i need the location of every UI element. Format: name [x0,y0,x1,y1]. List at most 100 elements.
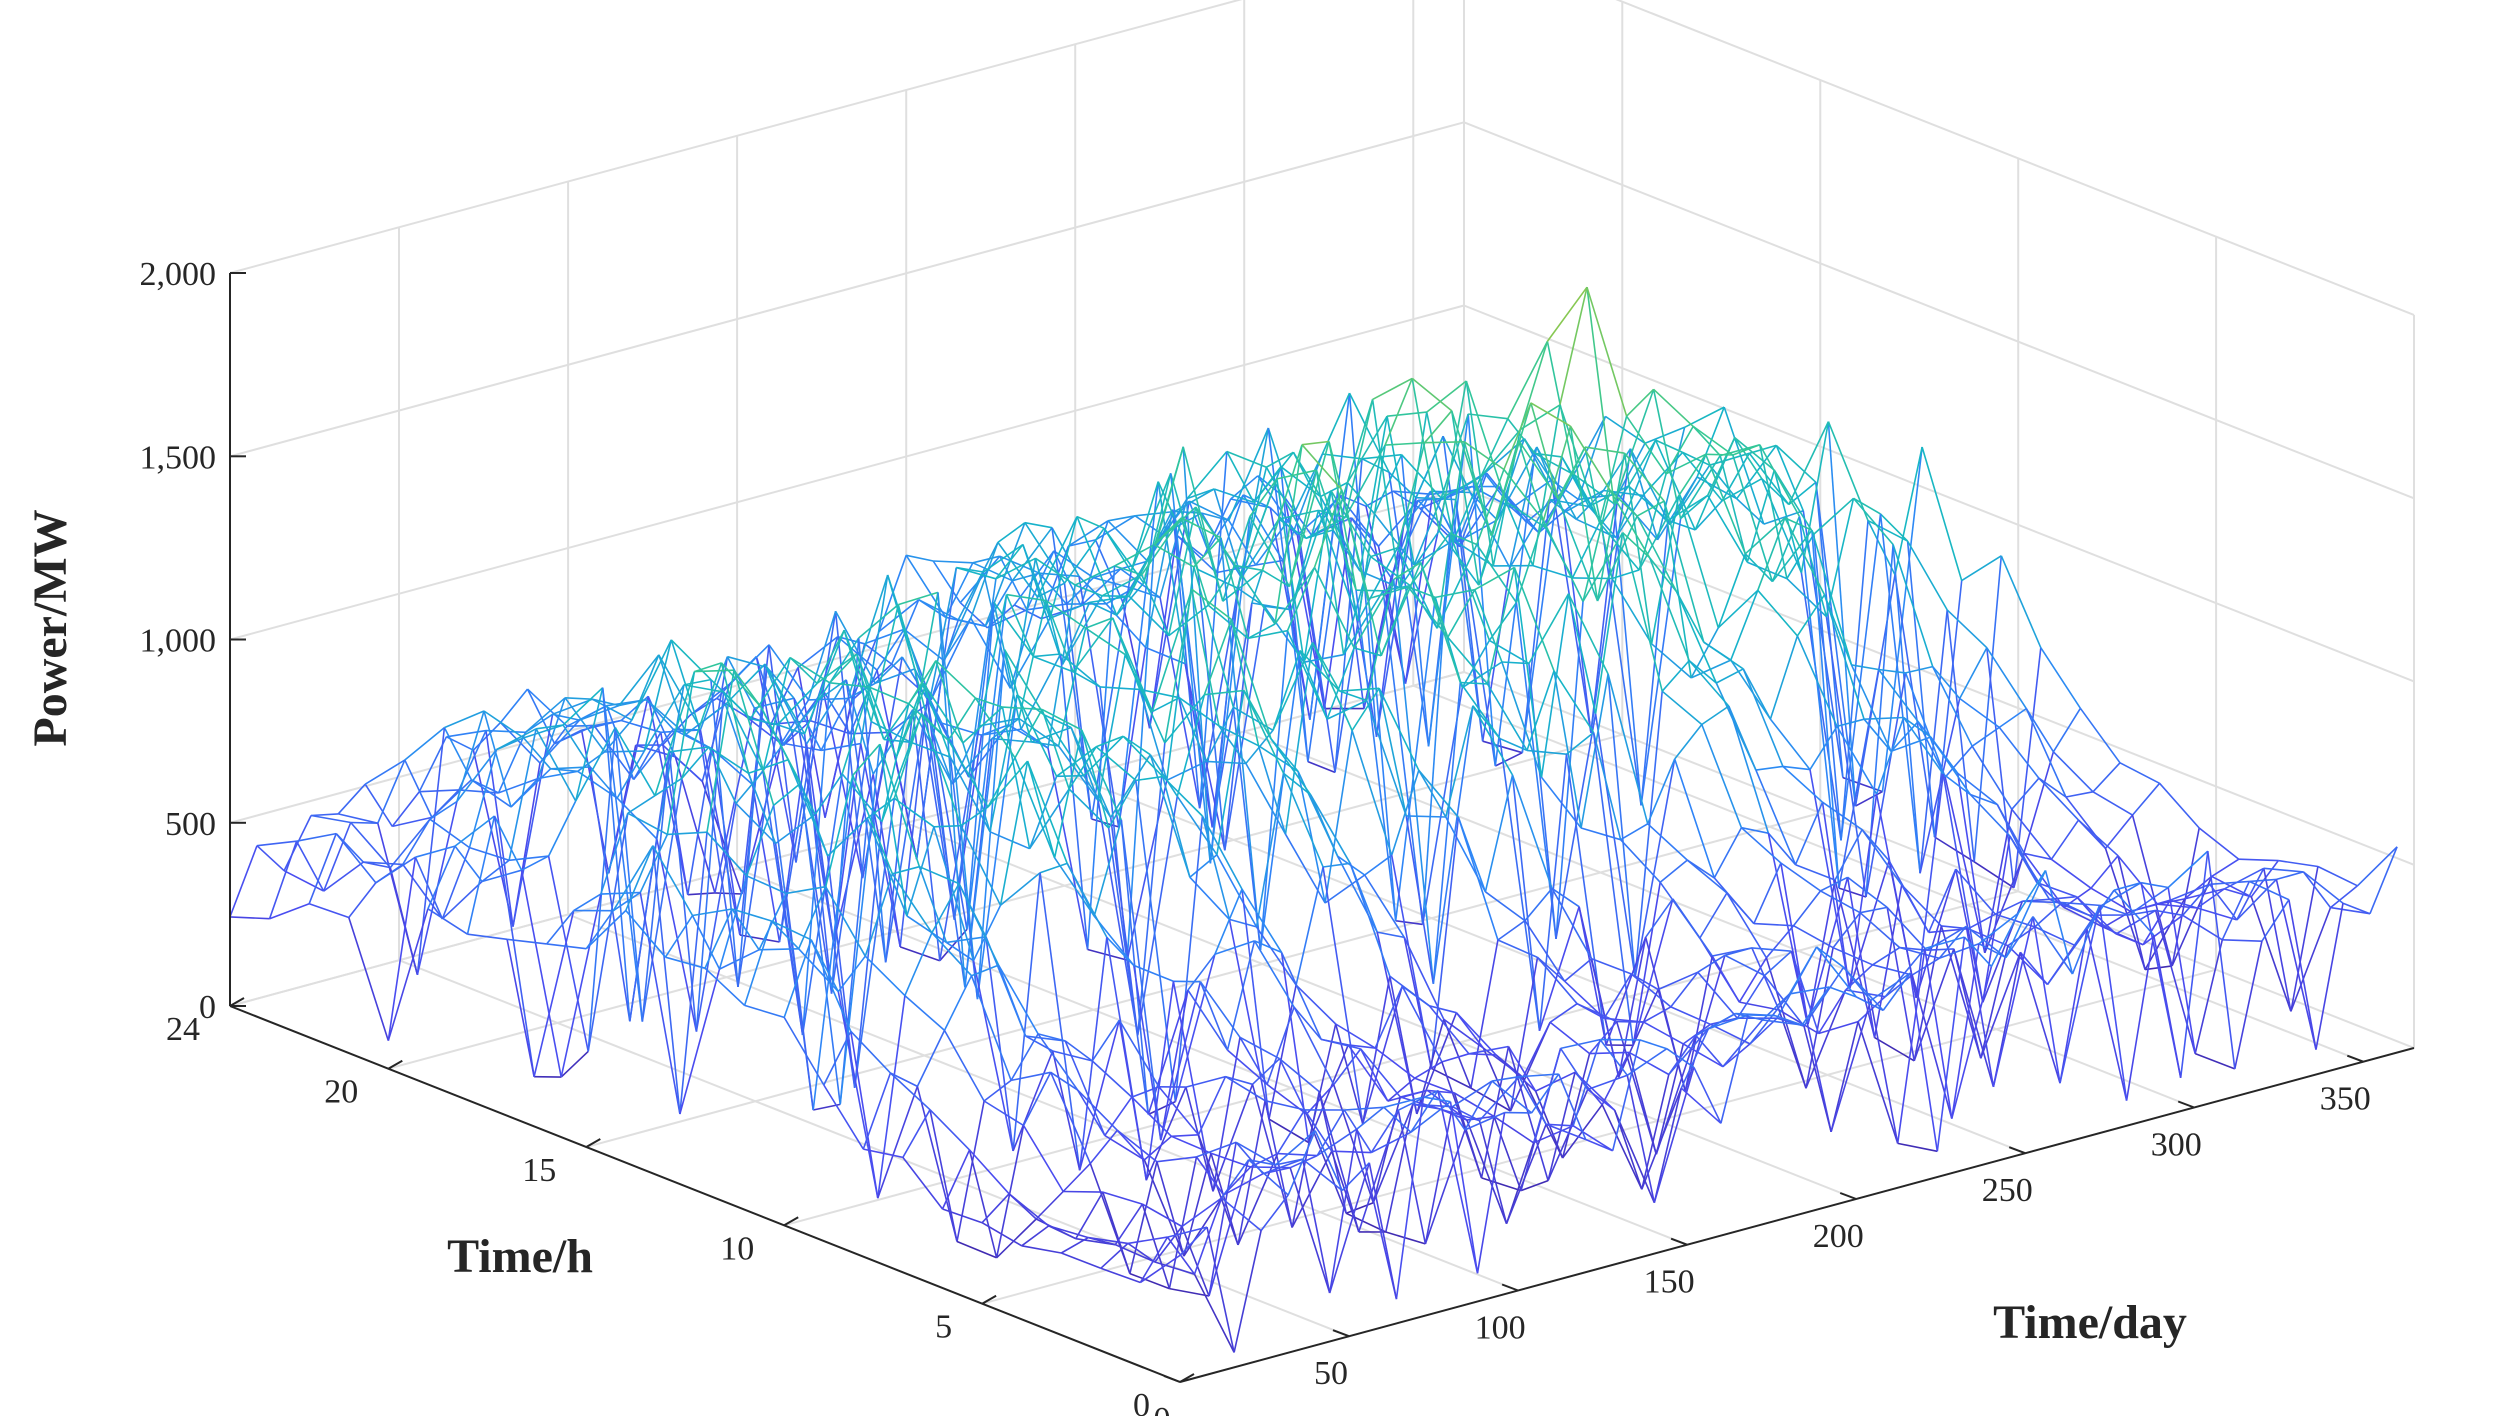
mesh-segment [930,617,972,701]
mesh-segment [1796,594,1826,637]
mesh-segment [1805,947,1834,1089]
mesh-segment [1755,769,1797,866]
mesh-segment [1180,517,1222,539]
mesh-segment [1892,544,1921,874]
mesh-segment [546,910,575,945]
mesh-segment [1228,919,1270,1120]
mesh-segment [1068,788,1110,829]
grid-line-y [783,890,2019,1227]
mesh-segment [898,591,939,606]
mesh-segment [850,1031,879,1199]
mesh-segment [1295,866,1324,986]
mesh-segment [1775,445,1805,512]
mesh-segment [1859,912,1901,949]
mesh-segment [1930,736,1971,795]
mesh-segment [1466,1119,1508,1224]
mesh-segment [350,821,378,824]
mesh-segment [1117,481,1159,827]
mesh-segment [1674,724,1703,760]
mesh-segment [1726,892,1768,959]
mesh-segment [2115,909,2157,935]
mesh-segment [1911,957,1940,976]
mesh-segment [1734,437,1763,480]
mesh-segment [1509,957,1539,1112]
mesh-segment [1085,617,1113,629]
mesh-segment [1630,973,1672,1008]
mesh-segment [1370,1131,1412,1154]
mesh-segment [1021,1225,1050,1247]
mesh-segment [1708,1012,1736,1030]
mesh-segment [1443,1018,1484,1049]
mesh-segment [1154,1261,1195,1275]
mesh-segment [1293,1006,1322,1040]
mesh-segment [1206,760,1246,765]
mesh-segment [2152,934,2182,1078]
mesh-segment [1934,836,1975,863]
mesh-segment [1033,653,1061,658]
mesh-segment [1187,989,1229,1051]
mesh-segment [1326,699,1368,720]
mesh-segment [1536,956,1566,982]
mesh-segment [1134,515,1163,536]
y-axis-line [229,1005,1181,1383]
mesh-segment [1287,1130,1316,1196]
mesh-segment [375,856,416,884]
mesh-segment [1067,520,1109,547]
mesh-segment [1451,1080,1493,1108]
mesh-segment [1857,1021,1899,1144]
mesh-segment [1385,1231,1426,1245]
mesh-segment [1212,1084,1254,1192]
mesh-segment [864,643,893,665]
mesh-segment [1584,446,1625,454]
mesh-segment [1535,1071,1576,1092]
mesh-segment [958,619,986,627]
mesh-segment [1344,399,1374,518]
mesh-segment [1803,966,1845,1027]
mesh-segment [560,1050,589,1078]
mesh-segment [562,687,604,726]
y-tick-label: 20 [324,1074,358,1111]
mesh-segment [1709,464,1738,500]
mesh-segment [1229,918,1257,928]
mesh-segment [1919,698,1961,874]
mesh-segment [1010,1033,1039,1081]
mesh-segment [1395,920,1423,926]
mesh-segment [1424,441,1465,444]
mesh-segment [377,759,406,824]
mesh-segment [1203,494,1244,557]
mesh-segment [1136,796,1179,1036]
mesh-segment [1742,668,1772,720]
mesh-segment [363,861,403,866]
mesh-segment [1373,513,1415,566]
mesh-segment [1749,993,1791,1045]
mesh-segment [1789,986,1830,995]
mesh-segment [1198,451,1228,809]
mesh-segment [750,717,778,726]
mesh-segment [2065,791,2094,798]
mesh-segment [1440,413,1469,499]
mesh-segment [759,948,799,951]
mesh-segment [1322,866,1364,1124]
mesh-segment [803,733,833,994]
mesh-segment [1315,469,1357,591]
mesh-segment [1107,515,1136,522]
mesh-segment [1104,1096,1133,1136]
mesh-segment [1461,640,1491,689]
mesh-segment [1666,1048,1695,1068]
mesh-segment [968,1149,998,1258]
mesh-segment [2017,869,2047,914]
mesh-segment [1116,1129,1145,1161]
mesh-segment [1328,1128,1358,1294]
mesh-segment [585,910,614,950]
mesh-segment [338,813,378,824]
mesh-segment [1181,1197,1223,1228]
mesh-segment [868,686,898,758]
mesh-segment [1491,1075,1520,1082]
mesh-segment [2211,875,2252,898]
mesh-segment [2059,904,2101,1084]
mesh-segment [1143,1159,1185,1257]
mesh-segment [1093,819,1123,917]
mesh-segment [1301,444,1343,491]
mesh-segment [1230,619,1260,746]
mesh-segment [1588,1021,1618,1055]
